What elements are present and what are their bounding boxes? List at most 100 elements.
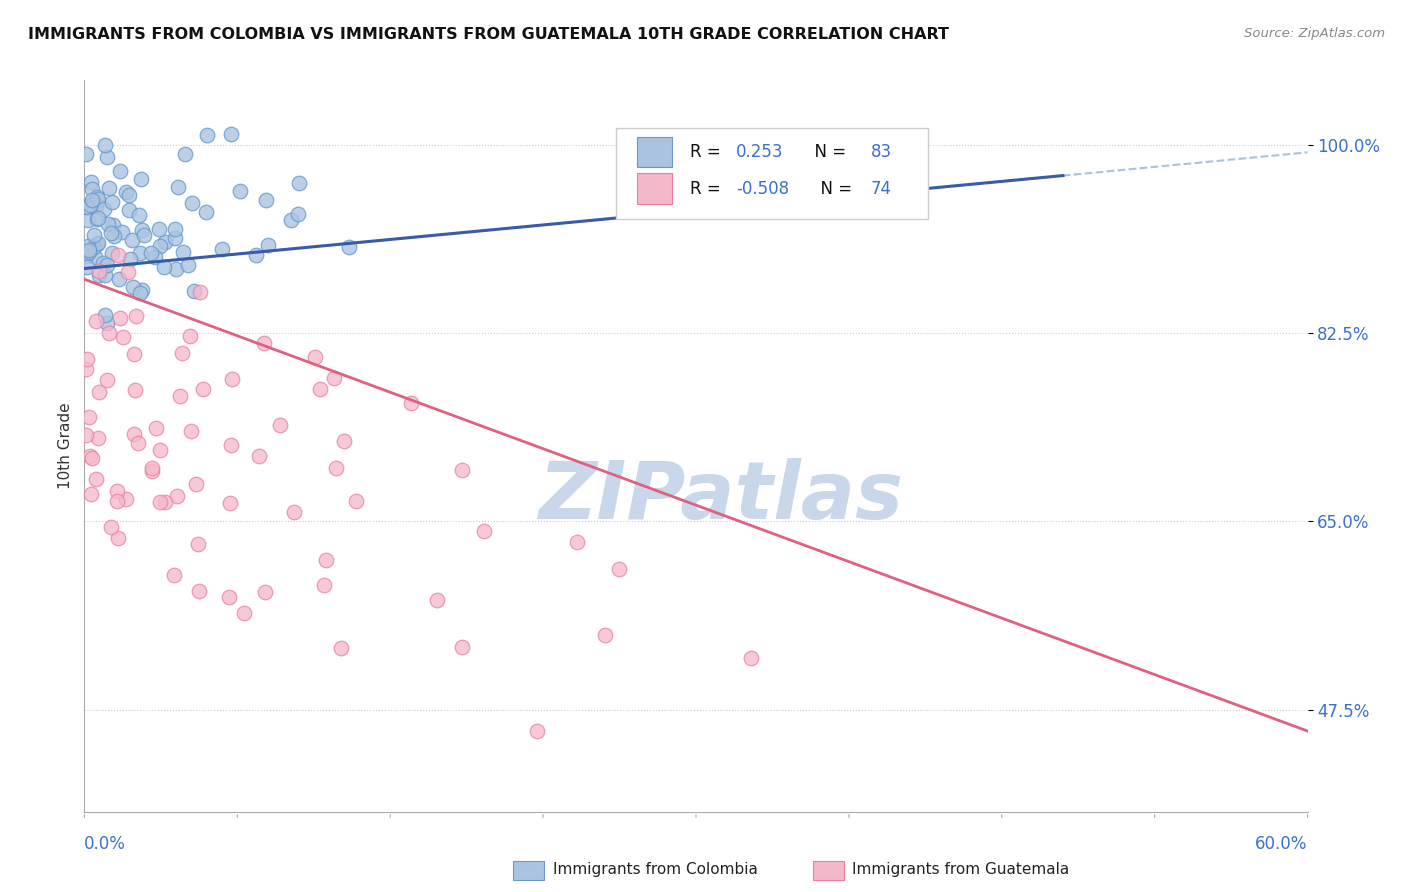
Point [98,326,121,340]
Text: ZIPatlas: ZIPatlas [538,458,903,536]
Point [86,190,108,204]
Point [332,434,354,449]
Point [96,150,118,164]
Point [75,248,97,262]
Point [97,180,120,194]
Point [100,226,122,240]
Point [117,203,139,218]
Point [283,506,305,520]
Point [426,593,449,607]
Point [82,182,104,196]
Point [79,175,101,189]
Point [87,385,110,400]
Point [94,137,117,152]
Point [180,424,202,438]
Point [80,193,103,207]
Point [107,532,129,546]
Point [229,185,252,199]
Point [149,494,172,508]
Point [97,217,120,231]
Text: N =: N = [804,143,851,161]
Point [167,180,190,194]
Point [84,199,107,213]
Point [108,311,131,326]
Point [399,396,422,410]
Point [76,351,98,366]
Text: Immigrants from Colombia: Immigrants from Colombia [553,863,758,877]
Point [91,256,114,270]
Point [129,171,152,186]
Point [83,228,105,243]
Point [93,202,115,216]
FancyBboxPatch shape [616,128,928,219]
Point [75,362,97,376]
Point [172,245,194,260]
Point [280,212,302,227]
Point [195,205,218,219]
Point [149,443,172,458]
Point [450,463,472,477]
Point [128,208,150,222]
Point [100,520,122,534]
Point [87,268,110,282]
Point [247,449,270,463]
Point [108,164,131,178]
Text: IMMIGRANTS FROM COLOMBIA VS IMMIGRANTS FROM GUATEMALA 10TH GRADE CORRELATION CHA: IMMIGRANTS FROM COLOMBIA VS IMMIGRANTS F… [28,27,949,42]
Point [84,313,107,327]
Point [96,258,118,272]
Point [122,346,145,360]
Point [108,271,131,285]
Point [254,585,277,599]
Point [103,228,125,243]
Point [145,421,167,435]
Point [115,185,138,199]
Point [169,389,191,403]
Point [115,491,138,506]
Point [80,451,103,466]
Point [325,461,347,475]
Point [219,496,242,510]
Point [163,221,186,235]
Point [287,176,309,190]
Point [75,147,97,161]
Point [740,650,762,665]
Point [141,461,163,475]
Point [219,127,242,141]
Point [565,535,588,549]
Point [183,284,205,298]
Point [76,199,98,213]
Point [344,493,367,508]
Point [118,252,141,266]
Point [87,236,110,251]
Point [312,578,335,592]
Point [105,484,128,499]
Point [330,641,353,656]
Point [131,283,153,297]
Point [287,207,309,221]
Point [80,486,103,500]
Point [101,246,124,260]
Point [127,435,149,450]
Point [77,239,100,253]
Point [148,221,170,235]
Point [593,628,616,642]
Point [269,417,291,432]
Point [450,640,472,654]
Text: 83: 83 [870,143,891,161]
Point [77,243,100,257]
Point [110,226,132,240]
Point [170,345,193,359]
Point [184,477,207,491]
Point [163,231,186,245]
Point [304,350,326,364]
Point [111,329,134,343]
Point [77,244,100,259]
Point [76,200,98,214]
Point [257,238,280,252]
Point [219,438,242,452]
Point [607,562,630,576]
Point [218,591,240,605]
Point [124,383,146,397]
Point [221,372,243,386]
Point [131,223,153,237]
